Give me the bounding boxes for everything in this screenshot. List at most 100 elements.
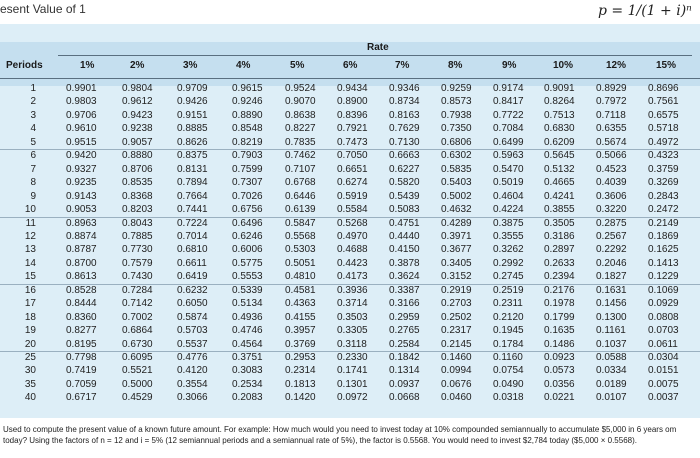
period-cell: 15 — [24, 271, 36, 283]
column-header: 7% — [395, 60, 410, 71]
table-cell: 0.4323 — [648, 150, 679, 162]
table-cell: 0.0334 — [596, 365, 627, 377]
period-cell: 9 — [30, 190, 36, 202]
table-cell: 0.0588 — [596, 352, 627, 363]
table-cell: 0.1161 — [596, 325, 626, 337]
table-cell: 0.4751 — [389, 217, 420, 229]
table-cell: 0.4423 — [337, 257, 368, 269]
table-cell: 0.8548 — [232, 123, 263, 135]
table-cell: 0.6302 — [441, 150, 472, 162]
table-cell: 0.4363 — [285, 298, 316, 310]
table-cell: 0.1069 — [648, 284, 679, 296]
period-cell: 2 — [30, 96, 36, 108]
table-cell: 0.9803 — [66, 96, 97, 108]
table-cell: 0.8734 — [389, 96, 420, 108]
table-cell: 0.2765 — [389, 325, 420, 337]
column-header: 5% — [290, 60, 305, 71]
table-cell: 0.1456 — [596, 298, 627, 310]
table-cell: 0.0611 — [648, 338, 678, 350]
table-cell: 0.6446 — [285, 190, 316, 202]
table-cell: 0.7026 — [232, 190, 263, 202]
table-cell: 0.9434 — [337, 83, 368, 94]
table-cell: 0.5703 — [177, 325, 208, 337]
period-cell: 12 — [24, 230, 36, 242]
table-cell: 0.0189 — [596, 378, 627, 390]
table-cell: 0.7903 — [232, 150, 263, 162]
column-header: 10% — [553, 60, 574, 71]
table-cell: 0.9615 — [232, 83, 263, 94]
table-cell: 0.6496 — [232, 217, 263, 229]
table-cell: 0.9057 — [122, 136, 153, 148]
table-cell: 0.1314 — [389, 365, 420, 377]
table-cell: 0.6611 — [177, 257, 207, 269]
table-cell: 0.7002 — [122, 311, 153, 323]
table-cell: 0.4289 — [441, 217, 472, 229]
table-cell: 0.8444 — [66, 298, 97, 310]
table-cell: 0.1635 — [544, 325, 575, 337]
table-cell: 0.6830 — [544, 123, 575, 135]
header-bar: esent Value of 1 p = 1/(1 + i)ⁿ — [0, 0, 700, 20]
row-divider — [0, 351, 700, 352]
table-cell: 0.0151 — [648, 365, 679, 377]
table-cell: 0.4241 — [544, 190, 575, 202]
table-cell: 0.9143 — [66, 190, 97, 202]
table-cell: 0.5919 — [337, 190, 368, 202]
table-cell: 0.3503 — [337, 311, 368, 323]
table-cell: 0.4224 — [493, 204, 524, 216]
column-header: 15% — [656, 60, 677, 71]
table-cell: 0.3751 — [232, 352, 263, 363]
table-cell: 0.2176 — [544, 284, 575, 296]
table-cell: 0.6139 — [285, 204, 316, 216]
table-cell: 0.7430 — [122, 271, 153, 283]
table-cell: 0.7561 — [648, 96, 679, 108]
table-cell: 0.7921 — [337, 123, 368, 135]
table-cell: 0.0929 — [648, 298, 679, 310]
table-cell: 0.7885 — [122, 230, 153, 242]
table-cell: 0.7599 — [232, 163, 263, 175]
table-cell: 0.3936 — [337, 284, 368, 296]
table-cell: 0.4564 — [232, 338, 263, 350]
table-cell: 0.1300 — [596, 311, 627, 323]
period-cell: 11 — [25, 217, 36, 229]
table-cell: 0.9901 — [66, 83, 97, 94]
table-cell: 0.4120 — [177, 365, 208, 377]
table-cell: 0.5019 — [493, 177, 524, 189]
table-cell: 0.8277 — [66, 325, 97, 337]
table-cell: 0.6246 — [232, 230, 263, 242]
period-cell: 13 — [24, 244, 36, 256]
table-cell: 0.8227 — [285, 123, 316, 135]
table-cell: 0.2919 — [441, 284, 472, 296]
table-cell: 0.4039 — [596, 177, 627, 189]
table-cell: 0.5000 — [122, 378, 153, 390]
table-cell: 0.4972 — [648, 136, 679, 148]
table-cell: 0.6095 — [122, 352, 153, 363]
formula: p = 1/(1 + i)ⁿ — [598, 3, 692, 19]
table-cell: 0.0304 — [648, 352, 679, 363]
table-cell: 0.7441 — [177, 204, 208, 216]
table-cell: 0.3878 — [389, 257, 420, 269]
table-cell: 0.5718 — [648, 123, 679, 135]
table-cell: 0.2314 — [285, 365, 316, 377]
table-cell: 0.5553 — [232, 271, 263, 283]
column-header: 2% — [130, 60, 145, 71]
table-cell: 0.8417 — [493, 96, 524, 108]
table-cell: 0.6756 — [232, 204, 263, 216]
period-cell: 10 — [24, 204, 36, 216]
table-cell: 0.7118 — [596, 109, 626, 121]
table-cell: 0.2534 — [232, 378, 263, 390]
rate-label: Rate — [367, 42, 389, 53]
table-cell: 0.8131 — [177, 163, 208, 175]
table-cell: 0.8706 — [122, 163, 153, 175]
period-cell: 40 — [24, 392, 36, 404]
table-cell: 0.8787 — [66, 244, 97, 256]
table-cell: 0.6274 — [337, 177, 368, 189]
table-cell: 0.7664 — [177, 190, 208, 202]
table-cell: 0.2394 — [544, 271, 575, 283]
table-cell: 0.0676 — [441, 378, 472, 390]
table-cell: 0.6651 — [337, 163, 368, 175]
rate-underline — [58, 55, 692, 56]
table-cell: 0.3759 — [648, 163, 679, 175]
table-cell: 0.5963 — [493, 150, 524, 162]
table-cell: 0.1784 — [493, 338, 524, 350]
table-cell: 0.9515 — [66, 136, 97, 148]
